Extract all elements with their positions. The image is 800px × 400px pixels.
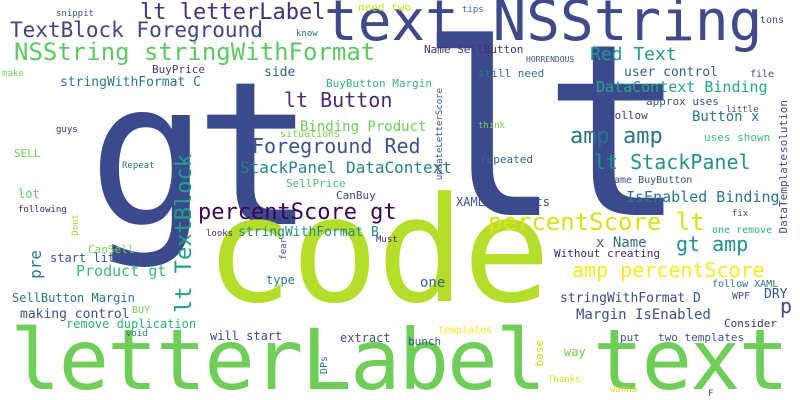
cloud-word-canbuy: CanBuy <box>336 189 376 202</box>
cloud-word-guys: guys <box>56 125 78 135</box>
cloud-word-dry: DRY <box>764 287 788 302</box>
cloud-word-side: side <box>264 65 296 80</box>
cloud-word-one-remove: one remove <box>712 225 773 236</box>
cloud-word-uses-shown: uses shown <box>704 131 771 144</box>
cloud-word-percentscore-lt: percentScore lt <box>488 208 705 236</box>
cloud-word-stringwithformat-b: stringWithFormat B <box>238 225 379 240</box>
cloud-word-xaml-snippets: XAML snippets <box>456 195 550 209</box>
cloud-word-name-sellbutton: Name SellButton <box>424 43 524 56</box>
cloud-word-datatemplate: DataTemplate <box>777 154 790 234</box>
cloud-word-cansell: CanSell <box>88 243 135 256</box>
cloud-word-stringwithformat-c: stringWithFormat C <box>60 75 201 90</box>
cloud-word-updateletterscore: updateLetterScore <box>435 88 445 181</box>
cloud-word-tips: tips <box>462 5 484 15</box>
cloud-word-follow-xaml: follow XAML <box>712 279 779 290</box>
cloud-word-textblock-foreground: TextBlock Foreground <box>10 18 263 42</box>
cloud-word-type: type <box>266 273 295 287</box>
cloud-word-datacontext-binding: DataContext Binding <box>596 78 768 96</box>
cloud-word-think: think <box>478 121 506 131</box>
cloud-word-p: p <box>780 294 793 318</box>
cloud-word-lt: lt <box>418 0 687 272</box>
cloud-word-red-text: Red Text <box>590 44 677 65</box>
cloud-word-product-gt: Product gt <box>76 262 167 280</box>
cloud-word-making-control: making control <box>20 307 130 322</box>
cloud-word-following: following <box>18 205 67 215</box>
cloud-word-repeated: repeated <box>480 153 533 166</box>
cloud-word-fix: fix <box>732 209 749 219</box>
cloud-word-repeat: Repeat <box>122 161 155 171</box>
cloud-word-button-x: Button x <box>692 109 760 125</box>
cloud-word-name-buybutton: Name BuyButton <box>608 175 693 186</box>
cloud-word-x-name: x Name <box>596 235 647 251</box>
cloud-word-horrendous: HORRENDOUS <box>526 55 575 64</box>
cloud-word-base: base <box>533 340 546 367</box>
cloud-word-must: Must <box>376 235 398 245</box>
cloud-word-will-start: will start <box>210 329 283 343</box>
cloud-word-user-control: user control <box>624 65 718 80</box>
cloud-word-extract: extract <box>340 331 391 345</box>
cloud-word-sellbutton-margin: SellButton Margin <box>12 291 135 305</box>
cloud-word-put: put <box>620 331 640 344</box>
cloud-word-foreground-red: Foreground Red <box>252 134 421 158</box>
cloud-word-bunch: bunch <box>408 335 442 348</box>
cloud-word-wpf: WPF <box>732 291 751 302</box>
cloud-word-f: F <box>708 389 714 399</box>
cloud-word-remove-duplication: remove duplication <box>66 317 197 331</box>
cloud-word-pre: pre <box>26 250 45 279</box>
cloud-word-one: one <box>420 275 446 291</box>
cloud-word-margin-isenabled: Margin IsEnabled <box>576 307 711 323</box>
cloud-word-isenabled-binding: IsEnabled Binding <box>626 188 780 206</box>
cloud-word-buy: BUY <box>132 305 151 316</box>
cloud-word-sellprice: SellPrice <box>286 177 346 190</box>
cloud-word-tons: tons <box>760 15 785 26</box>
cloud-word-solution: solution <box>777 100 790 153</box>
cloud-word-sell: SELL <box>14 147 41 160</box>
cloud-word-lt-button: lt Button <box>284 88 393 112</box>
cloud-word-wanna: wanna <box>610 385 638 395</box>
cloud-word-amp-percentscore: amp percentScore <box>572 258 765 282</box>
cloud-word-text-nsstring: text NSString <box>324 0 763 54</box>
cloud-word-dps: DPs <box>319 356 330 375</box>
cloud-word-two-templates: two templates <box>658 331 745 344</box>
cloud-word-gt: gt <box>88 39 315 272</box>
cloud-word-buyprice: BuyPrice <box>152 63 205 76</box>
cloud-word-little: little <box>726 105 759 115</box>
cloud-word-situations: situations <box>280 129 341 140</box>
cloud-word-code: code <box>205 166 551 336</box>
cloud-word-without-creating: Without creating <box>554 247 660 260</box>
cloud-word-stackpanel-datacontext: StackPanel DataContext <box>240 158 452 177</box>
cloud-word-stringwithformat-d: stringWithFormat D <box>560 291 701 306</box>
cloud-word-snippit: snippit <box>56 9 94 19</box>
cloud-word-percentscore-gt: percentScore gt <box>198 200 397 225</box>
cloud-word-fear: fear <box>279 238 289 260</box>
cloud-word-lot: lot <box>18 187 40 201</box>
cloud-word-make: make <box>2 69 24 79</box>
cloud-word-binding-product: Binding Product <box>300 119 427 135</box>
cloud-word-lt-letterlabel: lt letterLabel <box>140 0 326 25</box>
cloud-word-letterlabel-text: letterLabel text <box>10 311 789 400</box>
cloud-word-amp-amp: amp amp <box>570 124 663 149</box>
cloud-word-dont: Dont <box>71 214 81 236</box>
cloud-word-consider: Consider <box>724 317 777 330</box>
cloud-word-gt-amp: gt amp <box>676 232 749 256</box>
cloud-word-way: way <box>564 345 586 359</box>
cloud-word-nsstring-stringwithformat: NSString stringWithFormat <box>14 38 376 66</box>
cloud-word-file: file <box>750 69 775 80</box>
cloud-word-buybutton-margin: BuyButton Margin <box>326 77 432 90</box>
cloud-word-still-need: still need <box>478 67 545 80</box>
cloud-word-lt-stackpanel: lt StackPanel <box>594 150 751 174</box>
cloud-word-start-littering: start littering <box>50 251 159 265</box>
cloud-word-void: void <box>126 329 148 339</box>
cloud-word-templates: templates <box>438 325 493 336</box>
cloud-word-thanks: Thanks <box>548 375 581 385</box>
cloud-word-know: know <box>296 29 318 39</box>
cloud-word-follow: follow <box>608 109 648 122</box>
cloud-word-need-two: need two <box>358 1 411 14</box>
cloud-word-lt-textblock: lt TextBlock <box>172 154 197 313</box>
cloud-word-looks: looks <box>206 229 234 239</box>
cloud-word-approx-uses: approx uses <box>646 95 719 108</box>
